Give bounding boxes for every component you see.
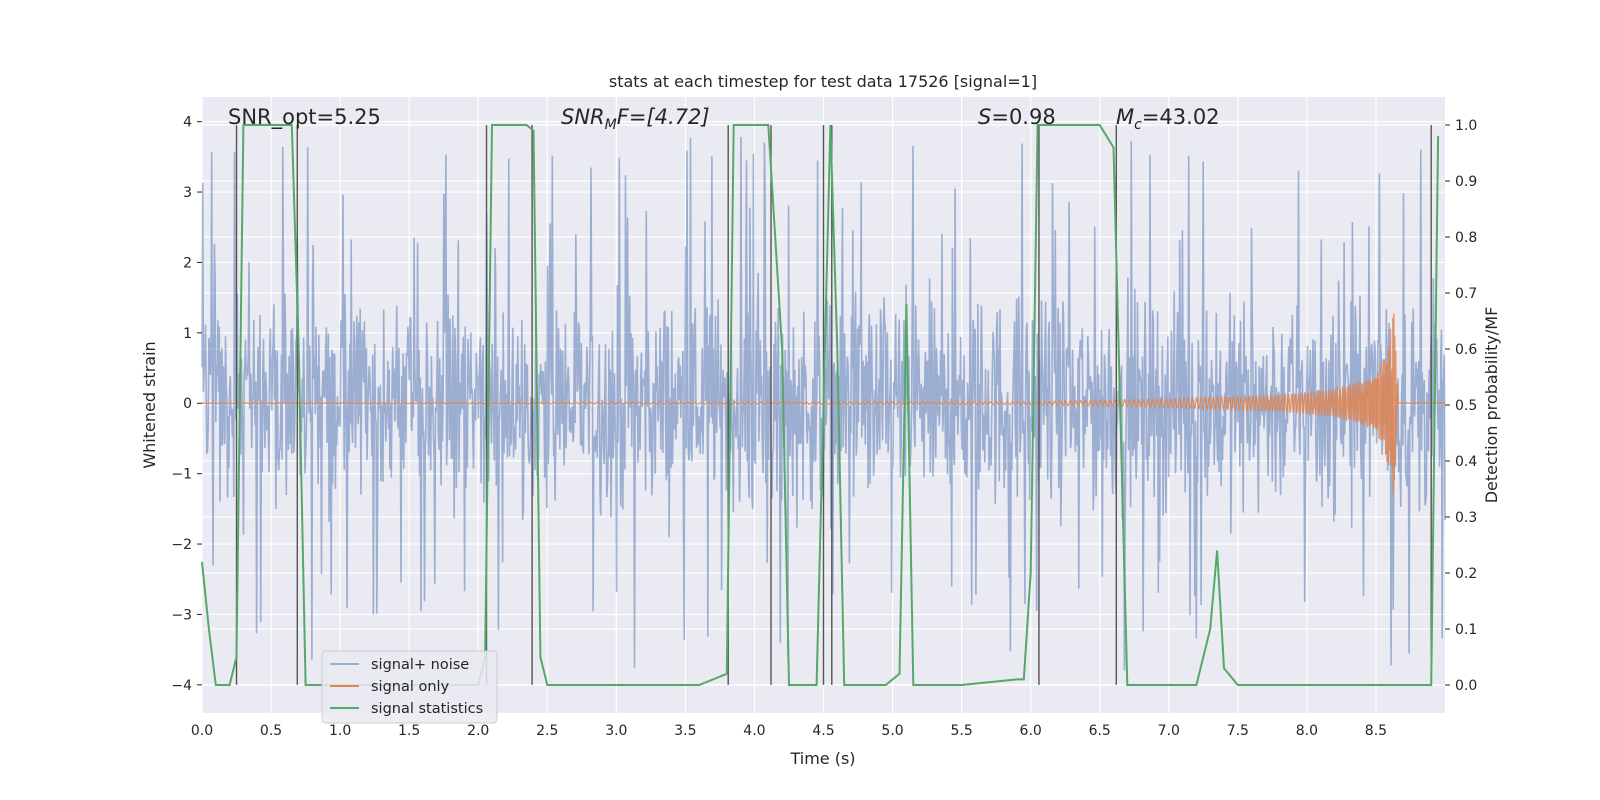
x-axis-ticks: 0.0 0.5 1.0 1.5 2.0 2.5 3.0 3.5 4.0 4.5 5.0 5.5 6.0 6… — [191, 723, 1387, 739]
signal-statistics-line — [201, 124, 1440, 686]
left-y-axis-label: Whitened strain — [140, 341, 159, 468]
left-y-tick-label: 4 — [183, 115, 192, 131]
x-tick-label: 5.5 — [950, 723, 972, 739]
x-tick-label: 4.0 — [743, 723, 765, 739]
legend-label-statistics: signal statistics — [371, 701, 483, 717]
annotation-snr-mf: SNRMF=[4.72] — [561, 105, 710, 133]
x-tick-label: 0.5 — [260, 723, 282, 739]
right-y-tick-label: 0.8 — [1455, 230, 1477, 246]
x-tick-label: 3.5 — [674, 723, 696, 739]
annotation-mc-value: =43.02 — [1142, 105, 1220, 129]
right-y-tick-label: 1.0 — [1455, 118, 1477, 134]
right-y-axis-label: Detection probability/MF — [1482, 307, 1501, 504]
right-y-tick-label: 0.3 — [1455, 510, 1477, 526]
right-y-tick-label: 0.5 — [1455, 398, 1477, 414]
annotation-mc: Mc=43.02 — [1116, 105, 1220, 133]
annotation-snr-mf-sub: M — [605, 117, 617, 133]
annotation-s-value: =0.98 — [991, 105, 1055, 129]
left-y-tick-label: −2 — [171, 537, 192, 553]
annotation-mc-name: M — [1116, 105, 1134, 129]
x-tick-label: 5.0 — [881, 723, 903, 739]
x-tick-label: 2.0 — [467, 723, 489, 739]
left-y-tick-label: −4 — [171, 678, 192, 694]
x-tick-label: 6.0 — [1020, 723, 1042, 739]
right-y-tick-label: 0.9 — [1455, 174, 1477, 190]
right-y-axis-ticks: 0.0 0.1 0.2 0.3 0.4 0.5 0.6 0.7 0.8 0.9 1.0 — [1445, 118, 1477, 694]
x-tick-label: 7.5 — [1227, 723, 1249, 739]
left-y-tick-label: −1 — [171, 467, 192, 483]
x-tick-label: 8.0 — [1296, 723, 1318, 739]
legend: signal+ noise signal only signal statist… — [321, 650, 498, 724]
left-y-tick-label: 2 — [183, 255, 192, 271]
x-tick-label: 1.0 — [329, 723, 351, 739]
annotation-snr-mf-name: SNR — [561, 105, 605, 129]
annotation-snr-opt: SNR_opt=5.25 — [228, 105, 381, 130]
annotation-s-name: S — [978, 105, 991, 129]
legend-label-noise: signal+ noise — [371, 657, 469, 673]
left-y-tick-label: −3 — [171, 607, 192, 623]
signal-statistics-series — [201, 124, 1440, 686]
left-y-tick-label: 3 — [183, 185, 192, 201]
right-y-tick-label: 0.1 — [1455, 622, 1477, 638]
x-tick-label: 3.0 — [605, 723, 627, 739]
right-y-tick-label: 0.0 — [1455, 678, 1477, 694]
left-y-axis-ticks: −4 −3 −2 −1 0 1 2 3 4 — [171, 115, 202, 694]
left-y-tick-label: 1 — [183, 326, 192, 342]
x-tick-label: 0.0 — [191, 723, 213, 739]
x-tick-label: 6.5 — [1089, 723, 1111, 739]
left-y-tick-label: 0 — [183, 396, 192, 412]
annotation-snr-mf-value: F=[4.72] — [617, 105, 710, 129]
legend-box — [321, 650, 498, 724]
x-tick-label: 2.5 — [536, 723, 558, 739]
x-axis-label: Time (s) — [789, 749, 855, 768]
x-tick-label: 7.0 — [1158, 723, 1180, 739]
x-tick-label: 1.5 — [398, 723, 420, 739]
x-tick-label: 4.5 — [812, 723, 834, 739]
annotation-mc-sub: c — [1134, 117, 1142, 133]
annotation-s: S=0.98 — [978, 105, 1056, 129]
right-y-tick-label: 0.7 — [1455, 286, 1477, 302]
chart-title: stats at each timestep for test data 175… — [609, 72, 1037, 91]
x-tick-label: 8.5 — [1365, 723, 1387, 739]
legend-label-signal: signal only — [371, 679, 450, 695]
right-y-tick-label: 0.2 — [1455, 566, 1477, 582]
right-y-tick-label: 0.4 — [1455, 454, 1477, 470]
right-y-tick-label: 0.6 — [1455, 342, 1477, 358]
